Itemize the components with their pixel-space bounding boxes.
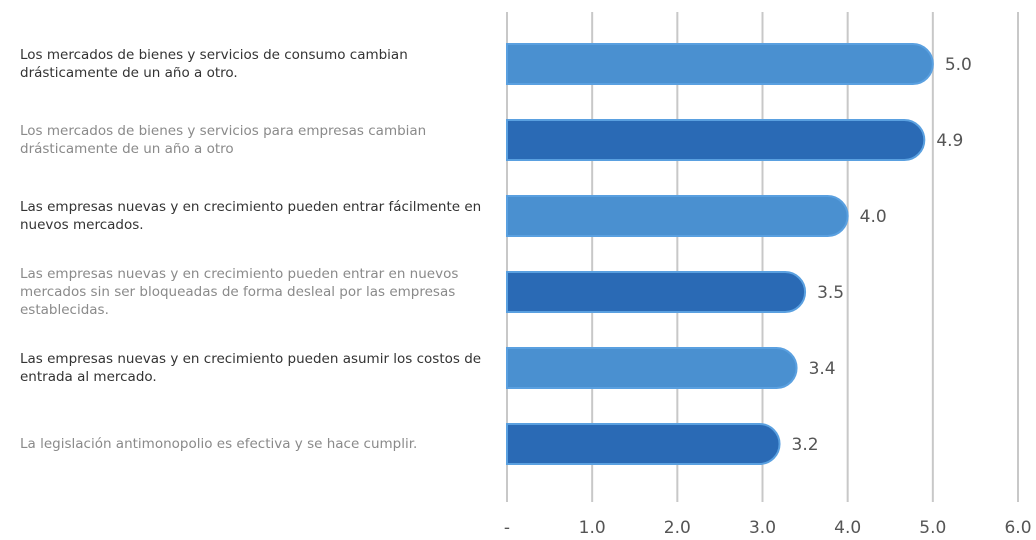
bar [506, 271, 806, 313]
category-label: Las empresas nuevas y en crecimiento pue… [20, 199, 482, 233]
bar [506, 119, 926, 161]
value-label: 4.0 [860, 207, 887, 227]
category-label: Los mercados de bienes y servicios de co… [20, 47, 408, 81]
x-tick-label: 3.0 [749, 518, 776, 538]
value-label: 4.9 [936, 131, 963, 151]
x-tick-label: 4.0 [834, 518, 861, 538]
bar [506, 423, 781, 465]
value-label: 3.5 [817, 283, 844, 303]
category-label: Las empresas nuevas y en crecimiento pue… [20, 266, 459, 318]
category-label: La legislación antimonopolio es efectiva… [20, 436, 418, 452]
x-tick-label: 5.0 [919, 518, 946, 538]
value-label: 5.0 [945, 55, 972, 75]
category-label: Las empresas nuevas y en crecimiento pue… [20, 351, 482, 385]
value-label: 3.4 [809, 359, 836, 379]
x-tick-label: 6.0 [1004, 518, 1031, 538]
category-label: Los mercados de bienes y servicios para … [20, 123, 427, 157]
x-tick-label: - [504, 518, 510, 538]
bar [506, 195, 849, 237]
x-tick-label: 2.0 [664, 518, 691, 538]
bar [506, 43, 934, 85]
value-label: 3.2 [792, 435, 819, 455]
bar [506, 347, 798, 389]
x-tick-label: 1.0 [579, 518, 606, 538]
